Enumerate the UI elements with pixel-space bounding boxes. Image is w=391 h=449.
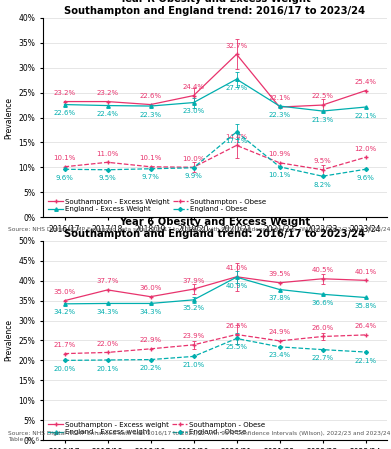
Text: 9.5%: 9.5% bbox=[99, 176, 117, 181]
Text: 22.6%: 22.6% bbox=[54, 110, 75, 116]
Legend: Southampton - Excess weight, England - Excess weight, Southampton - Obese, Engla: Southampton - Excess weight, England - E… bbox=[47, 420, 267, 436]
Text: 35.8%: 35.8% bbox=[355, 303, 377, 309]
Text: 22.9%: 22.9% bbox=[140, 337, 161, 343]
Text: 9.6%: 9.6% bbox=[56, 175, 74, 181]
Text: 22.5%: 22.5% bbox=[312, 93, 334, 100]
Text: 20.0%: 20.0% bbox=[54, 366, 75, 372]
Text: 34.3%: 34.3% bbox=[140, 309, 161, 315]
Text: 22.1%: 22.1% bbox=[269, 96, 291, 101]
Text: 20.2%: 20.2% bbox=[140, 365, 161, 371]
Text: 34.3%: 34.3% bbox=[97, 309, 118, 315]
Text: 37.9%: 37.9% bbox=[182, 277, 205, 283]
Text: 12.0%: 12.0% bbox=[355, 146, 377, 152]
Y-axis label: Prevalence: Prevalence bbox=[4, 97, 13, 138]
Text: 11.0%: 11.0% bbox=[96, 151, 119, 157]
Text: 9.5%: 9.5% bbox=[314, 158, 332, 164]
Text: 22.3%: 22.3% bbox=[269, 112, 291, 118]
Text: Source: NHS Digital NCMP Enhanced data sets 2016/17 to 2021/22 with 95% Confiden: Source: NHS Digital NCMP Enhanced data s… bbox=[8, 431, 391, 442]
Text: 26.4%: 26.4% bbox=[355, 323, 377, 329]
Text: 26.0%: 26.0% bbox=[312, 325, 334, 331]
Text: 22.4%: 22.4% bbox=[97, 111, 118, 117]
Text: 23.2%: 23.2% bbox=[54, 90, 75, 96]
Text: 23.2%: 23.2% bbox=[97, 90, 118, 96]
Text: 21.0%: 21.0% bbox=[183, 362, 204, 368]
Text: 22.1%: 22.1% bbox=[355, 357, 377, 364]
Title: Year 6 Obesity and Excess Weight
Southampton and England trend: 2016/17 to 2023/: Year 6 Obesity and Excess Weight Southam… bbox=[65, 217, 366, 239]
Text: 17.1%: 17.1% bbox=[225, 137, 248, 144]
Text: 36.6%: 36.6% bbox=[311, 300, 334, 306]
Text: 9.9%: 9.9% bbox=[185, 173, 203, 179]
Text: 26.5%: 26.5% bbox=[226, 323, 248, 329]
Text: 10.1%: 10.1% bbox=[53, 155, 76, 161]
Text: 40.1%: 40.1% bbox=[355, 269, 377, 275]
Text: Source: NHS Digital NCMP Enhanced data sets 2016/17 to 2021/22 with 95% Confiden: Source: NHS Digital NCMP Enhanced data s… bbox=[8, 227, 391, 232]
Text: 20.1%: 20.1% bbox=[97, 365, 118, 372]
Text: 32.7%: 32.7% bbox=[226, 43, 248, 49]
Text: 9.7%: 9.7% bbox=[142, 174, 160, 180]
Text: 23.9%: 23.9% bbox=[183, 333, 204, 339]
Text: 10.0%: 10.0% bbox=[182, 156, 205, 162]
Text: 25.4%: 25.4% bbox=[355, 79, 377, 85]
Text: 35.2%: 35.2% bbox=[183, 305, 204, 312]
Text: 40.5%: 40.5% bbox=[312, 267, 334, 273]
Text: 34.2%: 34.2% bbox=[54, 309, 75, 315]
Text: 24.4%: 24.4% bbox=[183, 84, 204, 90]
Text: 40.9%: 40.9% bbox=[226, 283, 248, 289]
Text: 35.0%: 35.0% bbox=[54, 289, 75, 295]
Text: 22.1%: 22.1% bbox=[355, 113, 377, 119]
Text: 36.0%: 36.0% bbox=[139, 285, 162, 291]
Text: 10.1%: 10.1% bbox=[268, 172, 291, 178]
Text: 27.7%: 27.7% bbox=[226, 85, 248, 91]
Text: 14.4%: 14.4% bbox=[226, 134, 248, 140]
Text: 39.5%: 39.5% bbox=[269, 271, 291, 277]
Text: 21.7%: 21.7% bbox=[54, 342, 75, 348]
Text: 41.0%: 41.0% bbox=[226, 265, 248, 271]
Text: 37.8%: 37.8% bbox=[268, 295, 291, 301]
Text: 23.0%: 23.0% bbox=[183, 108, 204, 114]
Y-axis label: Prevalence: Prevalence bbox=[4, 320, 13, 361]
Text: 10.9%: 10.9% bbox=[268, 151, 291, 157]
Text: 9.6%: 9.6% bbox=[357, 175, 375, 181]
Text: 37.7%: 37.7% bbox=[96, 278, 119, 284]
Text: 22.3%: 22.3% bbox=[140, 112, 161, 118]
Text: 25.5%: 25.5% bbox=[226, 344, 248, 350]
Text: 21.3%: 21.3% bbox=[312, 117, 334, 123]
Text: 10.1%: 10.1% bbox=[139, 155, 162, 161]
Legend: Southampton - Excess Weight, England - Excess Weight, Southampton - Obese, Engla: Southampton - Excess Weight, England - E… bbox=[47, 198, 267, 214]
Text: 22.7%: 22.7% bbox=[312, 355, 334, 361]
Text: 8.2%: 8.2% bbox=[314, 182, 332, 188]
Text: 24.9%: 24.9% bbox=[269, 329, 291, 335]
Text: 23.4%: 23.4% bbox=[269, 352, 291, 358]
Text: 22.0%: 22.0% bbox=[97, 341, 118, 347]
Title: Year R Obesity and Excess Weight
Southampton and England trend: 2016/17 to 2023/: Year R Obesity and Excess Weight Southam… bbox=[65, 0, 366, 16]
Text: 22.6%: 22.6% bbox=[140, 93, 161, 99]
